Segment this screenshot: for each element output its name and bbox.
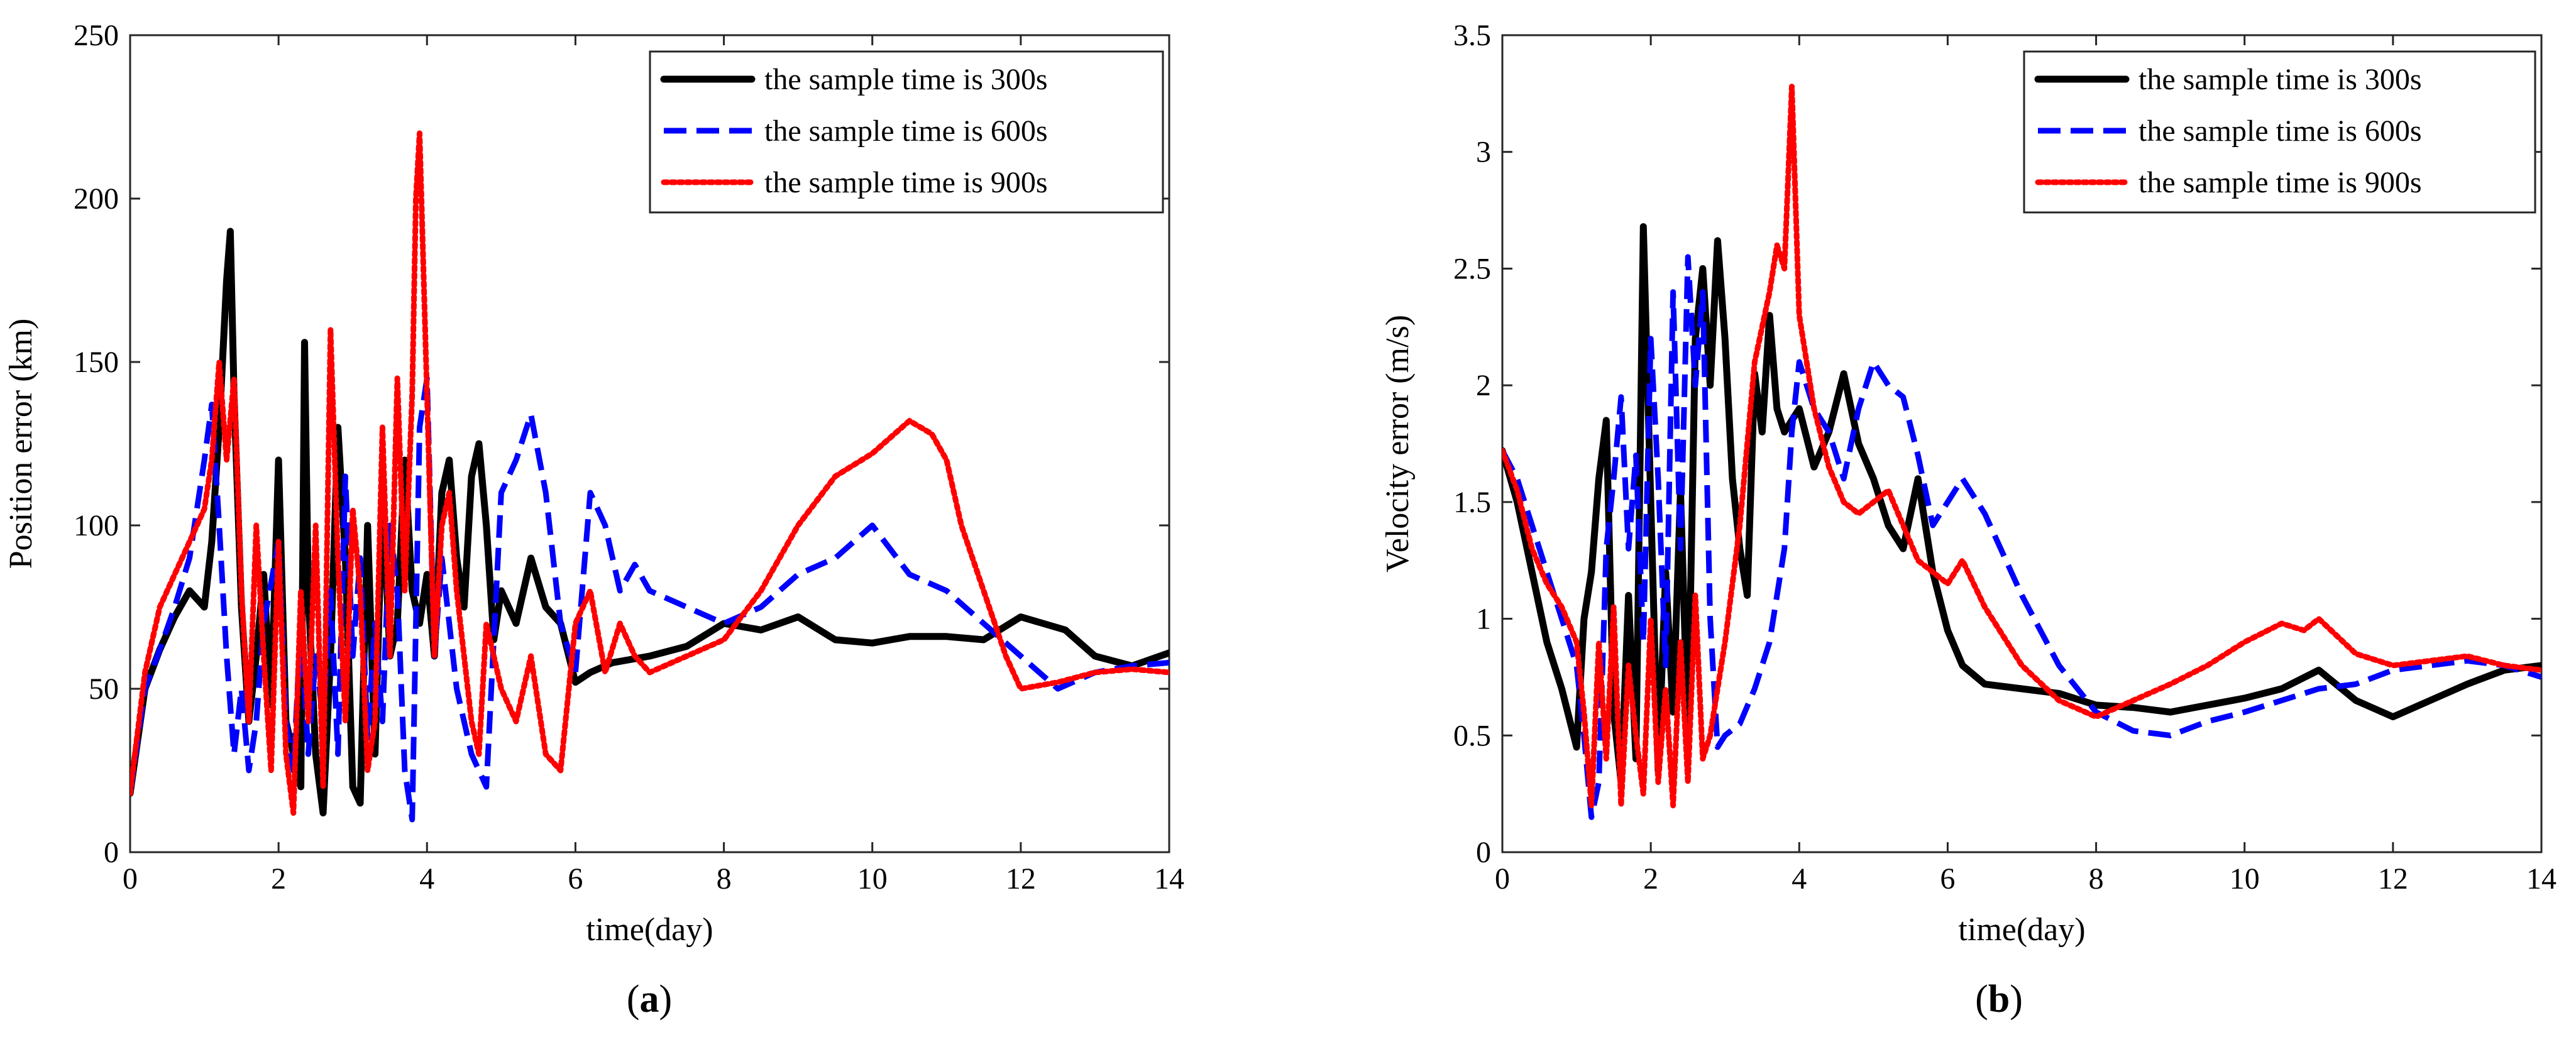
y-axis-label: Position error (km) [3,319,39,569]
y-tick-label: 3 [1476,136,1491,169]
x-tick-label: 14 [1154,862,1184,896]
x-tick-label: 8 [2089,862,2104,896]
legend-label-2: the sample time is 600s [764,114,1048,148]
x-tick-label: 6 [1940,862,1955,896]
y-tick-label: 0 [1476,836,1491,869]
x-tick-label: 6 [568,862,583,896]
x-tick-label: 0 [123,862,138,896]
panel-caption: (a) [627,978,672,1021]
y-tick-label: 0.5 [1453,719,1491,752]
series-group [130,130,1169,823]
x-tick-label: 14 [2526,862,2557,896]
x-tick-label: 12 [2378,862,2408,896]
y-tick-label: 1 [1476,603,1491,636]
legend-label-1: the sample time is 300s [2138,63,2422,96]
caption-letter: b [1988,978,2010,1021]
panel-a: 0 2 4 6 8 10 12 14 0 50 100 150 200 250 time(day) Posit… [3,19,1184,1021]
y-tick-label: 1.5 [1453,486,1491,519]
series-group [1502,84,2541,820]
series-line-1 [1502,223,2541,786]
legend-label-3: the sample time is 900s [764,166,1048,199]
x-tick-label: 10 [857,862,888,896]
legend-label-2: the sample time is 600s [2138,114,2422,148]
x-axis-label: time(day) [586,912,713,948]
y-tick-label: 3.5 [1453,19,1491,52]
x-tick-label: 2 [1643,862,1658,896]
y-tick-label: 0 [104,836,119,869]
x-tick-label: 8 [717,862,732,896]
panel-b: 0 2 4 6 8 10 12 14 0 0.5 1 1.5 2 2.5 3 3.5 time(day) Velo… [1380,19,2557,1021]
legend-label-1: the sample time is 300s [764,63,1048,96]
x-tick-label: 12 [1006,862,1036,896]
series-line-3 [1502,84,2541,809]
y-tick-label: 2.5 [1453,252,1491,285]
x-axis-label: time(day) [1958,912,2085,948]
caption-open-paren: ( [627,978,640,1021]
series-line-2 [130,375,1169,823]
x-tick-label: 2 [271,862,286,896]
caption-letter: a [640,978,659,1021]
caption-close-paren: ) [2010,978,2023,1021]
y-tick-label: 200 [74,182,119,216]
caption-open-paren: ( [1975,978,1988,1021]
y-tick-label: 250 [74,19,119,52]
y-tick-label: 150 [74,346,119,379]
y-axis-label: Velocity error (m/s) [1380,315,1416,573]
panel-caption: (b) [1975,978,2023,1021]
series-line-3 [130,130,1169,816]
legend-label-3: the sample time is 900s [2138,166,2422,199]
y-tick-label: 2 [1476,369,1491,402]
y-tick-label: 100 [74,509,119,542]
y-tick-label: 50 [89,672,119,706]
caption-close-paren: ) [659,978,673,1021]
series-line-2 [1502,254,2541,820]
x-tick-label: 0 [1495,862,1510,896]
x-tick-label: 4 [1792,862,1807,896]
x-tick-label: 10 [2230,862,2260,896]
x-tick-label: 4 [419,862,434,896]
